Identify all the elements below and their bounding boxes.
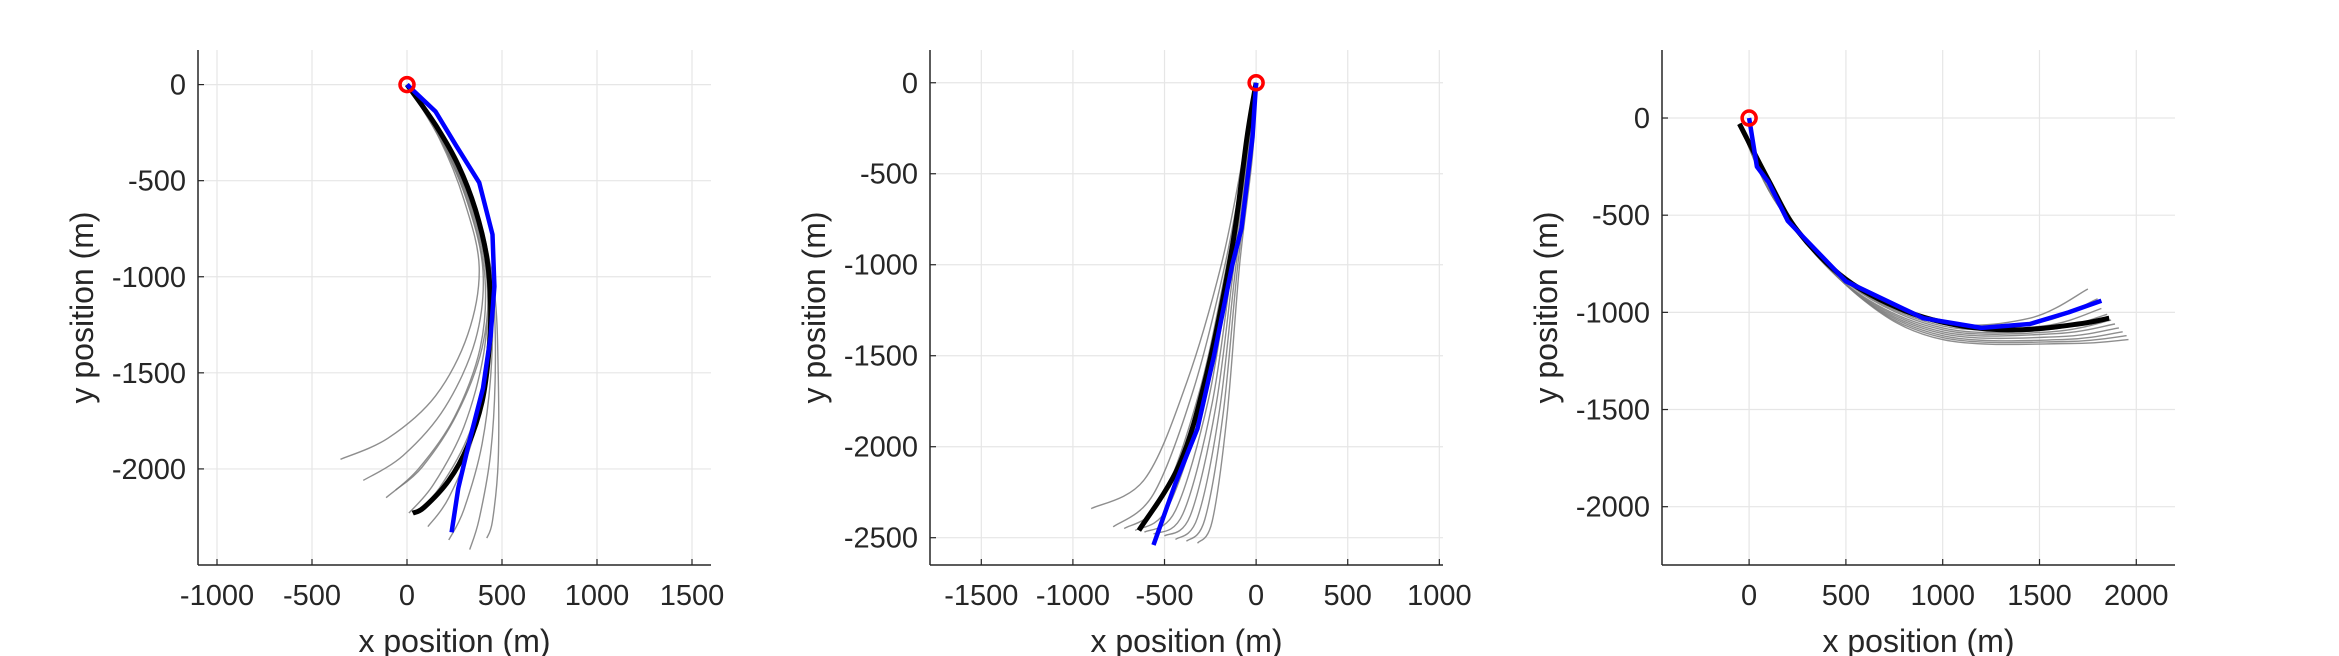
y-tick-label: -2000: [1576, 492, 1650, 524]
y-tick-label: -1500: [844, 341, 918, 373]
y-tick-label: 0: [170, 70, 186, 102]
blue-track: [405, 82, 497, 533]
x-axis-label: x position (m): [1822, 623, 2014, 656]
x-tick-label: 1500: [660, 580, 725, 612]
x-tick-label: 0: [1248, 580, 1264, 612]
x-tick-label: -1500: [944, 580, 1018, 612]
blue-track: [1746, 117, 2103, 331]
ensemble-track: [1738, 123, 2129, 346]
x-tick-label: -500: [1135, 580, 1193, 612]
blue-track: [1151, 82, 1259, 546]
y-tick-label: 0: [902, 68, 918, 100]
x-tick-label: 0: [399, 580, 415, 612]
start-marker: [398, 75, 416, 94]
ensemble-track: [385, 84, 487, 499]
x-tick-label: 1000: [565, 580, 630, 612]
y-tick-label: -1000: [1576, 297, 1650, 329]
x-tick-label: 1500: [2007, 580, 2072, 612]
y-tick-label: -500: [128, 166, 186, 198]
y-tick-label: -2500: [844, 523, 918, 555]
y-axis-label: y position (m): [64, 211, 100, 403]
chart-panel-1: -1000 -500 0 500 1000 1500 0 -500 -1000 -1500 -200…: [64, 50, 724, 656]
x-tick-label: 2000: [2104, 580, 2169, 612]
y-tick-label: -1000: [844, 250, 918, 282]
y-tick-label: 0: [1634, 103, 1650, 135]
y-tick-label: -1500: [112, 358, 186, 390]
x-axis-label: x position (m): [358, 623, 550, 656]
ensemble-track: [340, 84, 480, 460]
mean-track-black: [1136, 82, 1259, 532]
start-marker: [1247, 74, 1265, 92]
start-marker: [1740, 109, 1758, 127]
x-tick-label: -500: [283, 580, 341, 612]
x-tick-label: 500: [1822, 580, 1870, 612]
x-tick-label: 500: [478, 580, 526, 612]
plot-area: [1090, 74, 1265, 546]
x-axis-label: x position (m): [1090, 623, 1282, 656]
x-tick-label: 1000: [1910, 580, 1975, 612]
x-tick-label: 0: [1741, 580, 1757, 612]
y-tick-label: -2000: [112, 454, 186, 486]
plot-area: [340, 75, 500, 550]
x-tick-label: 1000: [1407, 580, 1472, 612]
x-tick-label: -1000: [180, 580, 254, 612]
x-tick-label: 500: [1324, 580, 1372, 612]
y-axis-label: y position (m): [1528, 211, 1564, 403]
plot-area: [1737, 109, 2129, 346]
x-tick-label: -1000: [1036, 580, 1110, 612]
chart-panel-2: -1500 -1000 -500 0 500 1000 0 -500 -1000 -1500 -20…: [796, 50, 1472, 656]
y-tick-label: -500: [1592, 200, 1650, 232]
y-tick-label: -2000: [844, 432, 918, 464]
y-tick-label: -500: [860, 159, 918, 191]
chart-panel-3: 0 500 1000 1500 2000 0 -500 -1000 -1500 -2000 x po…: [1528, 50, 2175, 656]
y-tick-label: -1000: [112, 262, 186, 294]
y-axis-label: y position (m): [796, 211, 832, 403]
y-tick-label: -1500: [1576, 395, 1650, 427]
